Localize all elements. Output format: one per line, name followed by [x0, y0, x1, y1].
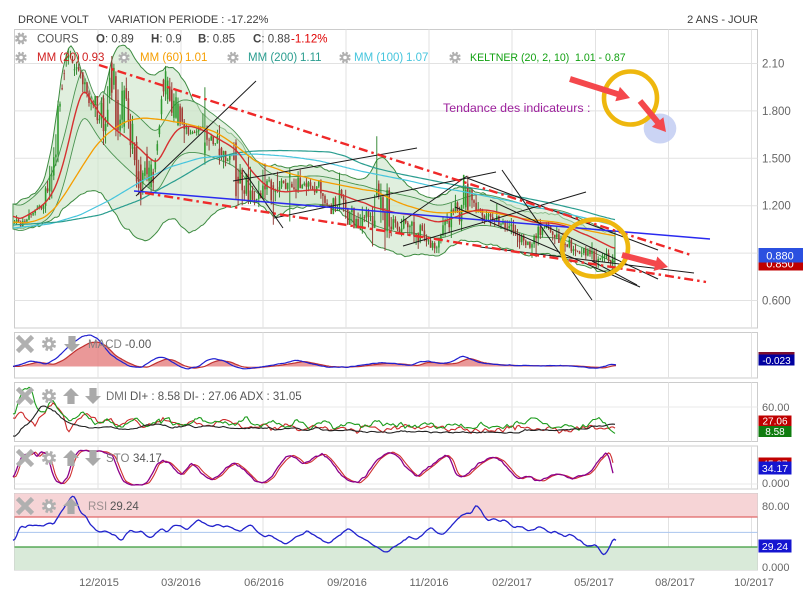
svg-text:MM (60): MM (60) [140, 52, 183, 64]
svg-text:STO: STO [106, 453, 129, 465]
svg-text:B: 0.85: B: 0.85 [198, 34, 235, 46]
svg-text:KELTNER (20, 2, 10): KELTNER (20, 2, 10) [470, 52, 569, 64]
svg-text:DRONE VOLT: DRONE VOLT [18, 14, 89, 26]
svg-text:1.01: 1.01 [185, 52, 207, 64]
svg-text:08/2017: 08/2017 [655, 577, 695, 589]
svg-text:8.58: 8.58 [765, 427, 785, 438]
svg-text:1.200: 1.200 [762, 201, 791, 213]
svg-text:0.93: 0.93 [82, 52, 104, 64]
svg-text:06/2016: 06/2016 [244, 577, 284, 589]
svg-text:MM (100): MM (100) [354, 52, 403, 64]
svg-text:MM (200): MM (200) [248, 52, 297, 64]
svg-text:60.00: 60.00 [762, 402, 790, 414]
svg-text:VARIATION PERIODE : -17.22%: VARIATION PERIODE : -17.22% [108, 14, 269, 26]
svg-text:29.24: 29.24 [762, 541, 788, 553]
svg-text:03/2016: 03/2016 [161, 577, 201, 589]
svg-text:34.17: 34.17 [133, 453, 162, 465]
svg-text:MACD: MACD [88, 339, 122, 351]
svg-text:DI+ : 8.58 DI- : 27.06 ADX : 3: DI+ : 8.58 DI- : 27.06 ADX : 31.05 [130, 391, 302, 403]
svg-text:02/2017: 02/2017 [492, 577, 532, 589]
svg-text:0.600: 0.600 [762, 296, 791, 308]
svg-text:27.06: 27.06 [762, 416, 787, 427]
svg-text:2 ANS - JOUR: 2 ANS - JOUR [687, 14, 758, 26]
svg-text:Tendance des indicateurs :: Tendance des indicateurs : [443, 101, 590, 115]
svg-text:1.11: 1.11 [300, 52, 322, 64]
svg-text:H: 0.9: H: 0.9 [151, 34, 182, 46]
svg-text:1.800: 1.800 [762, 106, 791, 118]
svg-text:11/2016: 11/2016 [410, 577, 449, 589]
svg-text:RSI: RSI [88, 501, 107, 513]
svg-text:-0.00: -0.00 [125, 339, 151, 351]
svg-text:05/2017: 05/2017 [574, 577, 614, 589]
svg-text:1.500: 1.500 [762, 153, 791, 165]
svg-text:29.24: 29.24 [110, 501, 139, 513]
svg-text:0.880: 0.880 [766, 251, 794, 263]
svg-text:09/2016: 09/2016 [327, 577, 367, 589]
svg-text:-0.023: -0.023 [762, 356, 791, 367]
svg-text:2.10: 2.10 [762, 59, 784, 71]
svg-text:1.07: 1.07 [406, 52, 428, 64]
svg-text:O: 0.89: O: 0.89 [96, 34, 134, 46]
svg-text:80.00: 80.00 [762, 501, 790, 513]
svg-text:0.000: 0.000 [762, 478, 790, 490]
svg-text:12/2015: 12/2015 [79, 577, 119, 589]
svg-text:MM (20): MM (20) [37, 52, 80, 64]
svg-text:1.01 - 0.87: 1.01 - 0.87 [575, 52, 626, 64]
svg-text:-1.12%: -1.12% [291, 34, 327, 46]
svg-text:COURS: COURS [37, 34, 79, 46]
svg-text:10/2017: 10/2017 [734, 577, 774, 589]
svg-text:C: 0.88: C: 0.88 [253, 34, 290, 46]
svg-text:34.17: 34.17 [762, 463, 788, 475]
svg-text:DMI: DMI [106, 391, 127, 403]
svg-text:0.000: 0.000 [762, 562, 790, 574]
